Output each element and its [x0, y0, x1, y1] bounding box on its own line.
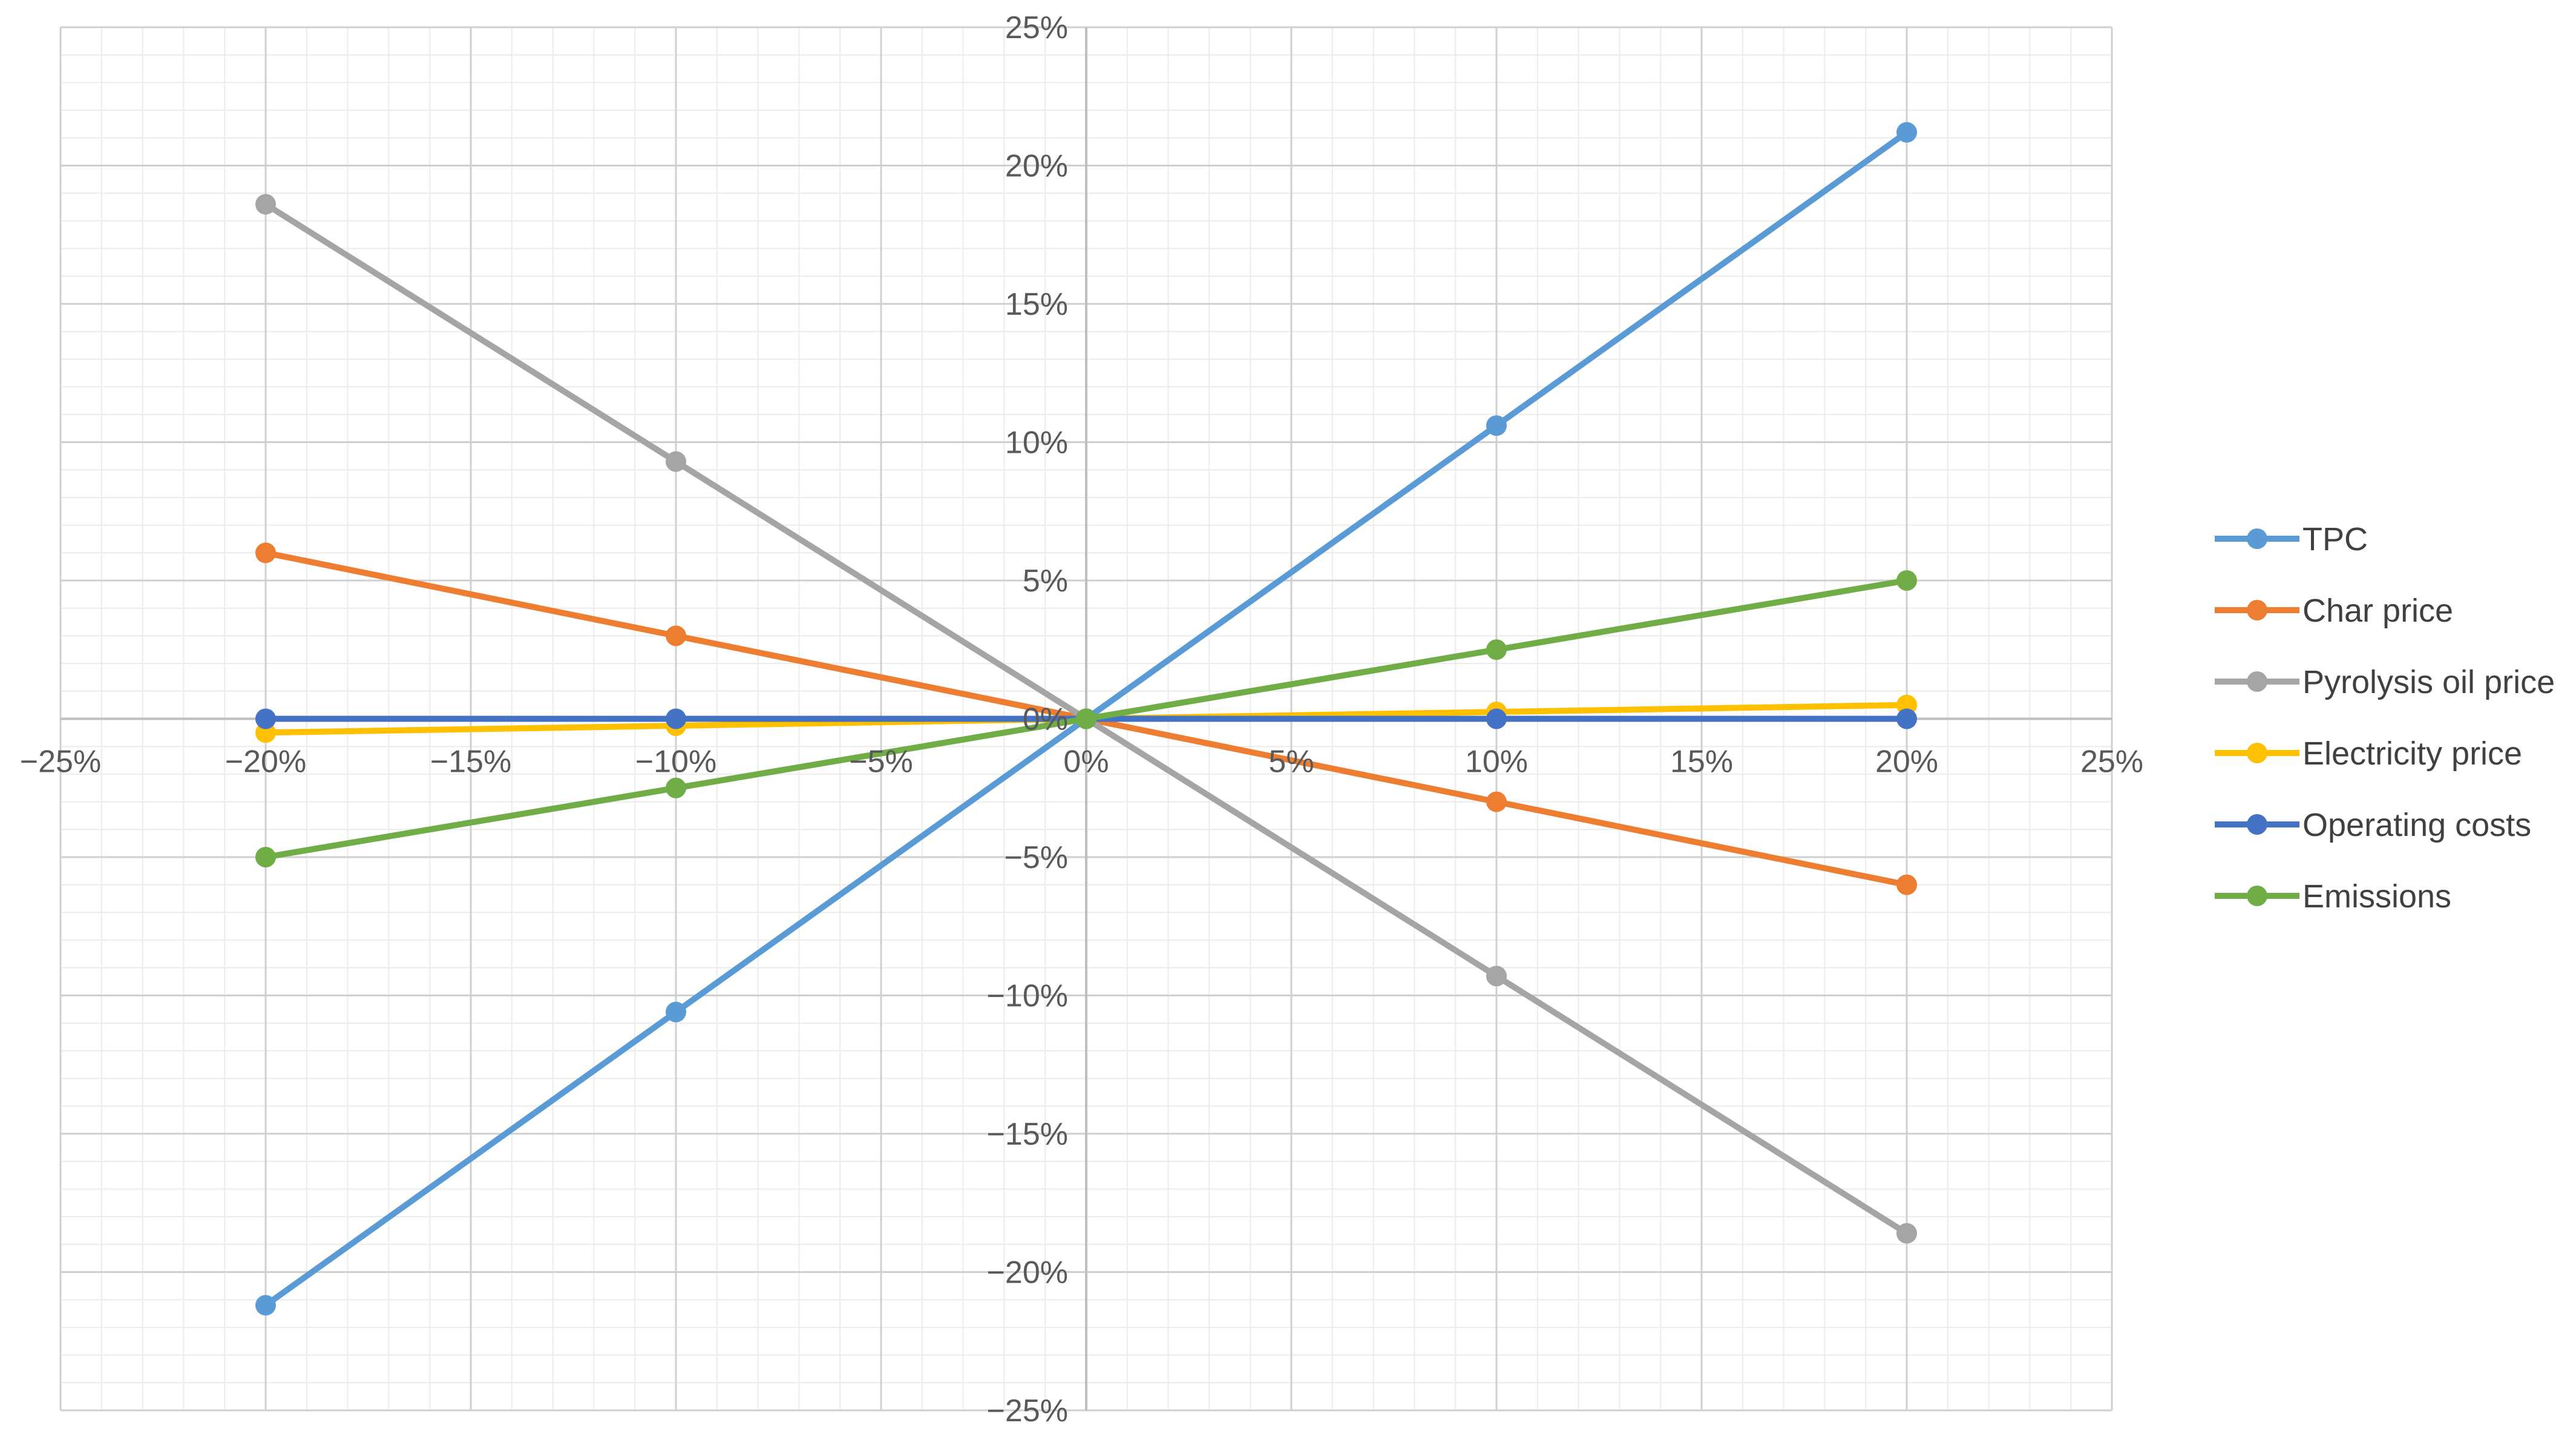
- tick-labels: −25% −20% −15% −10% −5% 0% 5% 10% 15% 20% 25% 25% 20…: [20, 10, 2143, 1429]
- x-tick-label: 5%: [1268, 745, 1314, 780]
- series-points: [255, 122, 1917, 1316]
- y-tick-label: 15%: [1005, 287, 1068, 322]
- x-tick-label: −20%: [225, 745, 306, 780]
- x-tick-label: 15%: [1670, 745, 1733, 780]
- y-tick-label: −5%: [1004, 840, 1068, 875]
- data-point-0-3: [1486, 415, 1507, 436]
- legend-swatch-marker: [2247, 814, 2267, 835]
- y-tick-label: −20%: [987, 1255, 1068, 1291]
- legend-label: Emissions: [2302, 878, 2451, 915]
- y-tick-label: 5%: [1023, 564, 1068, 599]
- legend-swatch-marker: [2247, 886, 2267, 906]
- x-tick-label: 0%: [1063, 745, 1109, 780]
- data-point-4-1: [666, 708, 686, 729]
- legend-item-0: TPC: [2215, 521, 2368, 557]
- x-tick-label: 25%: [2080, 745, 2143, 780]
- y-tick-label: −15%: [987, 1117, 1068, 1152]
- legend: TPC Char price Pyrolysis oil price Electric…: [2215, 521, 2555, 915]
- legend-swatch-marker: [2247, 600, 2267, 620]
- legend-label: Char price: [2302, 593, 2453, 629]
- data-point-1-1: [666, 625, 686, 646]
- data-point-4-4: [1896, 708, 1917, 729]
- data-point-1-0: [255, 542, 276, 564]
- data-point-2-0: [255, 194, 276, 215]
- y-tick-label: 0%: [1023, 702, 1068, 737]
- y-tick-label: 25%: [1005, 10, 1068, 45]
- x-tick-label: 20%: [1875, 745, 1938, 780]
- x-tick-label: −5%: [849, 745, 913, 780]
- x-tick-label: −10%: [635, 745, 716, 780]
- legend-label: Pyrolysis oil price: [2302, 664, 2555, 700]
- data-point-1-3: [1486, 791, 1507, 812]
- data-point-1-4: [1896, 874, 1917, 895]
- y-tick-label: 20%: [1005, 149, 1068, 184]
- data-point-2-4: [1896, 1223, 1917, 1244]
- data-point-5-0: [255, 847, 276, 867]
- data-point-5-2: [1076, 708, 1096, 729]
- data-point-2-3: [1486, 965, 1507, 987]
- legend-item-4: Operating costs: [2215, 807, 2531, 843]
- legend-item-3: Electricity price: [2215, 735, 2522, 772]
- data-point-2-1: [666, 451, 686, 472]
- x-tick-label: 10%: [1465, 745, 1528, 780]
- data-point-5-3: [1486, 639, 1507, 660]
- legend-item-5: Emissions: [2215, 878, 2451, 915]
- legend-swatch-marker: [2247, 671, 2267, 692]
- legend-label: Electricity price: [2302, 735, 2522, 772]
- data-point-5-4: [1896, 570, 1917, 591]
- data-point-4-0: [255, 708, 276, 729]
- data-point-4-3: [1486, 708, 1507, 729]
- data-point-0-0: [255, 1295, 276, 1316]
- data-point-0-1: [666, 1001, 686, 1022]
- legend-label: Operating costs: [2302, 807, 2531, 843]
- legend-swatch-marker: [2247, 528, 2267, 549]
- y-tick-label: −10%: [987, 979, 1068, 1014]
- x-tick-label: −25%: [20, 745, 101, 780]
- y-tick-label: 10%: [1005, 426, 1068, 461]
- x-tick-label: −15%: [430, 745, 511, 780]
- legend-label: TPC: [2302, 521, 2368, 557]
- data-point-0-4: [1896, 122, 1917, 143]
- legend-item-2: Pyrolysis oil price: [2215, 664, 2555, 700]
- legend-swatch-marker: [2247, 743, 2267, 763]
- data-point-5-1: [666, 777, 686, 798]
- legend-item-1: Char price: [2215, 593, 2453, 629]
- y-tick-label: −25%: [987, 1393, 1068, 1429]
